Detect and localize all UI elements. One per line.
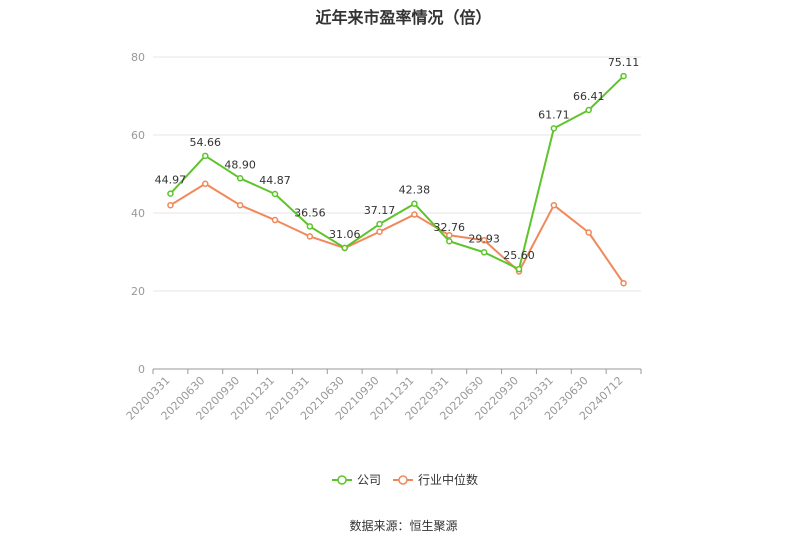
y-tick-label: 80 — [131, 51, 145, 64]
data-label: 25.60 — [503, 249, 535, 262]
data-label: 48.90 — [224, 158, 256, 171]
data-point — [236, 201, 244, 209]
data-point — [306, 223, 314, 230]
data-point — [620, 72, 627, 80]
data-point — [271, 190, 279, 198]
series-line — [169, 182, 625, 284]
data-label: 66.41 — [573, 90, 605, 103]
legend-label: 行业中位数 — [418, 472, 478, 487]
data-label: 42.38 — [399, 184, 431, 197]
data-label: 44.97 — [155, 174, 187, 187]
series-line — [169, 75, 625, 271]
y-tick-label: 0 — [138, 363, 145, 376]
data-point — [376, 220, 383, 228]
data-point — [515, 265, 523, 273]
y-tick-label: 20 — [131, 285, 145, 298]
data-point — [411, 211, 418, 218]
data-point — [236, 175, 244, 182]
legend-label: 公司 — [357, 473, 381, 487]
data-label: 31.06 — [329, 228, 361, 241]
legend-marker — [337, 475, 347, 485]
legend-marker — [398, 475, 408, 485]
data-point — [271, 216, 279, 224]
data-point — [167, 201, 174, 209]
data-label: 29.93 — [468, 232, 500, 245]
data-label: 32.76 — [434, 221, 466, 234]
data-point — [446, 231, 453, 239]
data-point — [550, 125, 558, 132]
data-label: 75.11 — [608, 56, 640, 69]
data-point — [376, 228, 383, 235]
data-point — [620, 279, 627, 287]
data-point — [202, 180, 209, 187]
data-point — [585, 106, 592, 114]
data-label: 37.17 — [364, 204, 396, 217]
data-point — [550, 201, 558, 209]
data-label: 54.66 — [190, 136, 222, 149]
data-point — [585, 229, 592, 236]
data-label: 61.71 — [538, 108, 570, 121]
data-label: 44.87 — [259, 174, 291, 187]
data-point — [411, 200, 418, 207]
data-point — [306, 233, 314, 240]
data-label: 36.56 — [294, 206, 326, 219]
data-source: 数据来源：恒生聚源 — [349, 519, 458, 533]
data-point — [446, 237, 453, 245]
y-tick-label: 40 — [131, 207, 145, 220]
data-point — [202, 152, 209, 160]
data-point — [480, 237, 488, 244]
data-point — [480, 249, 488, 256]
chart-title: 近年来市盈率情况（倍） — [315, 8, 492, 27]
data-point — [167, 190, 174, 197]
data-point — [341, 244, 348, 252]
y-tick-label: 60 — [131, 129, 145, 142]
